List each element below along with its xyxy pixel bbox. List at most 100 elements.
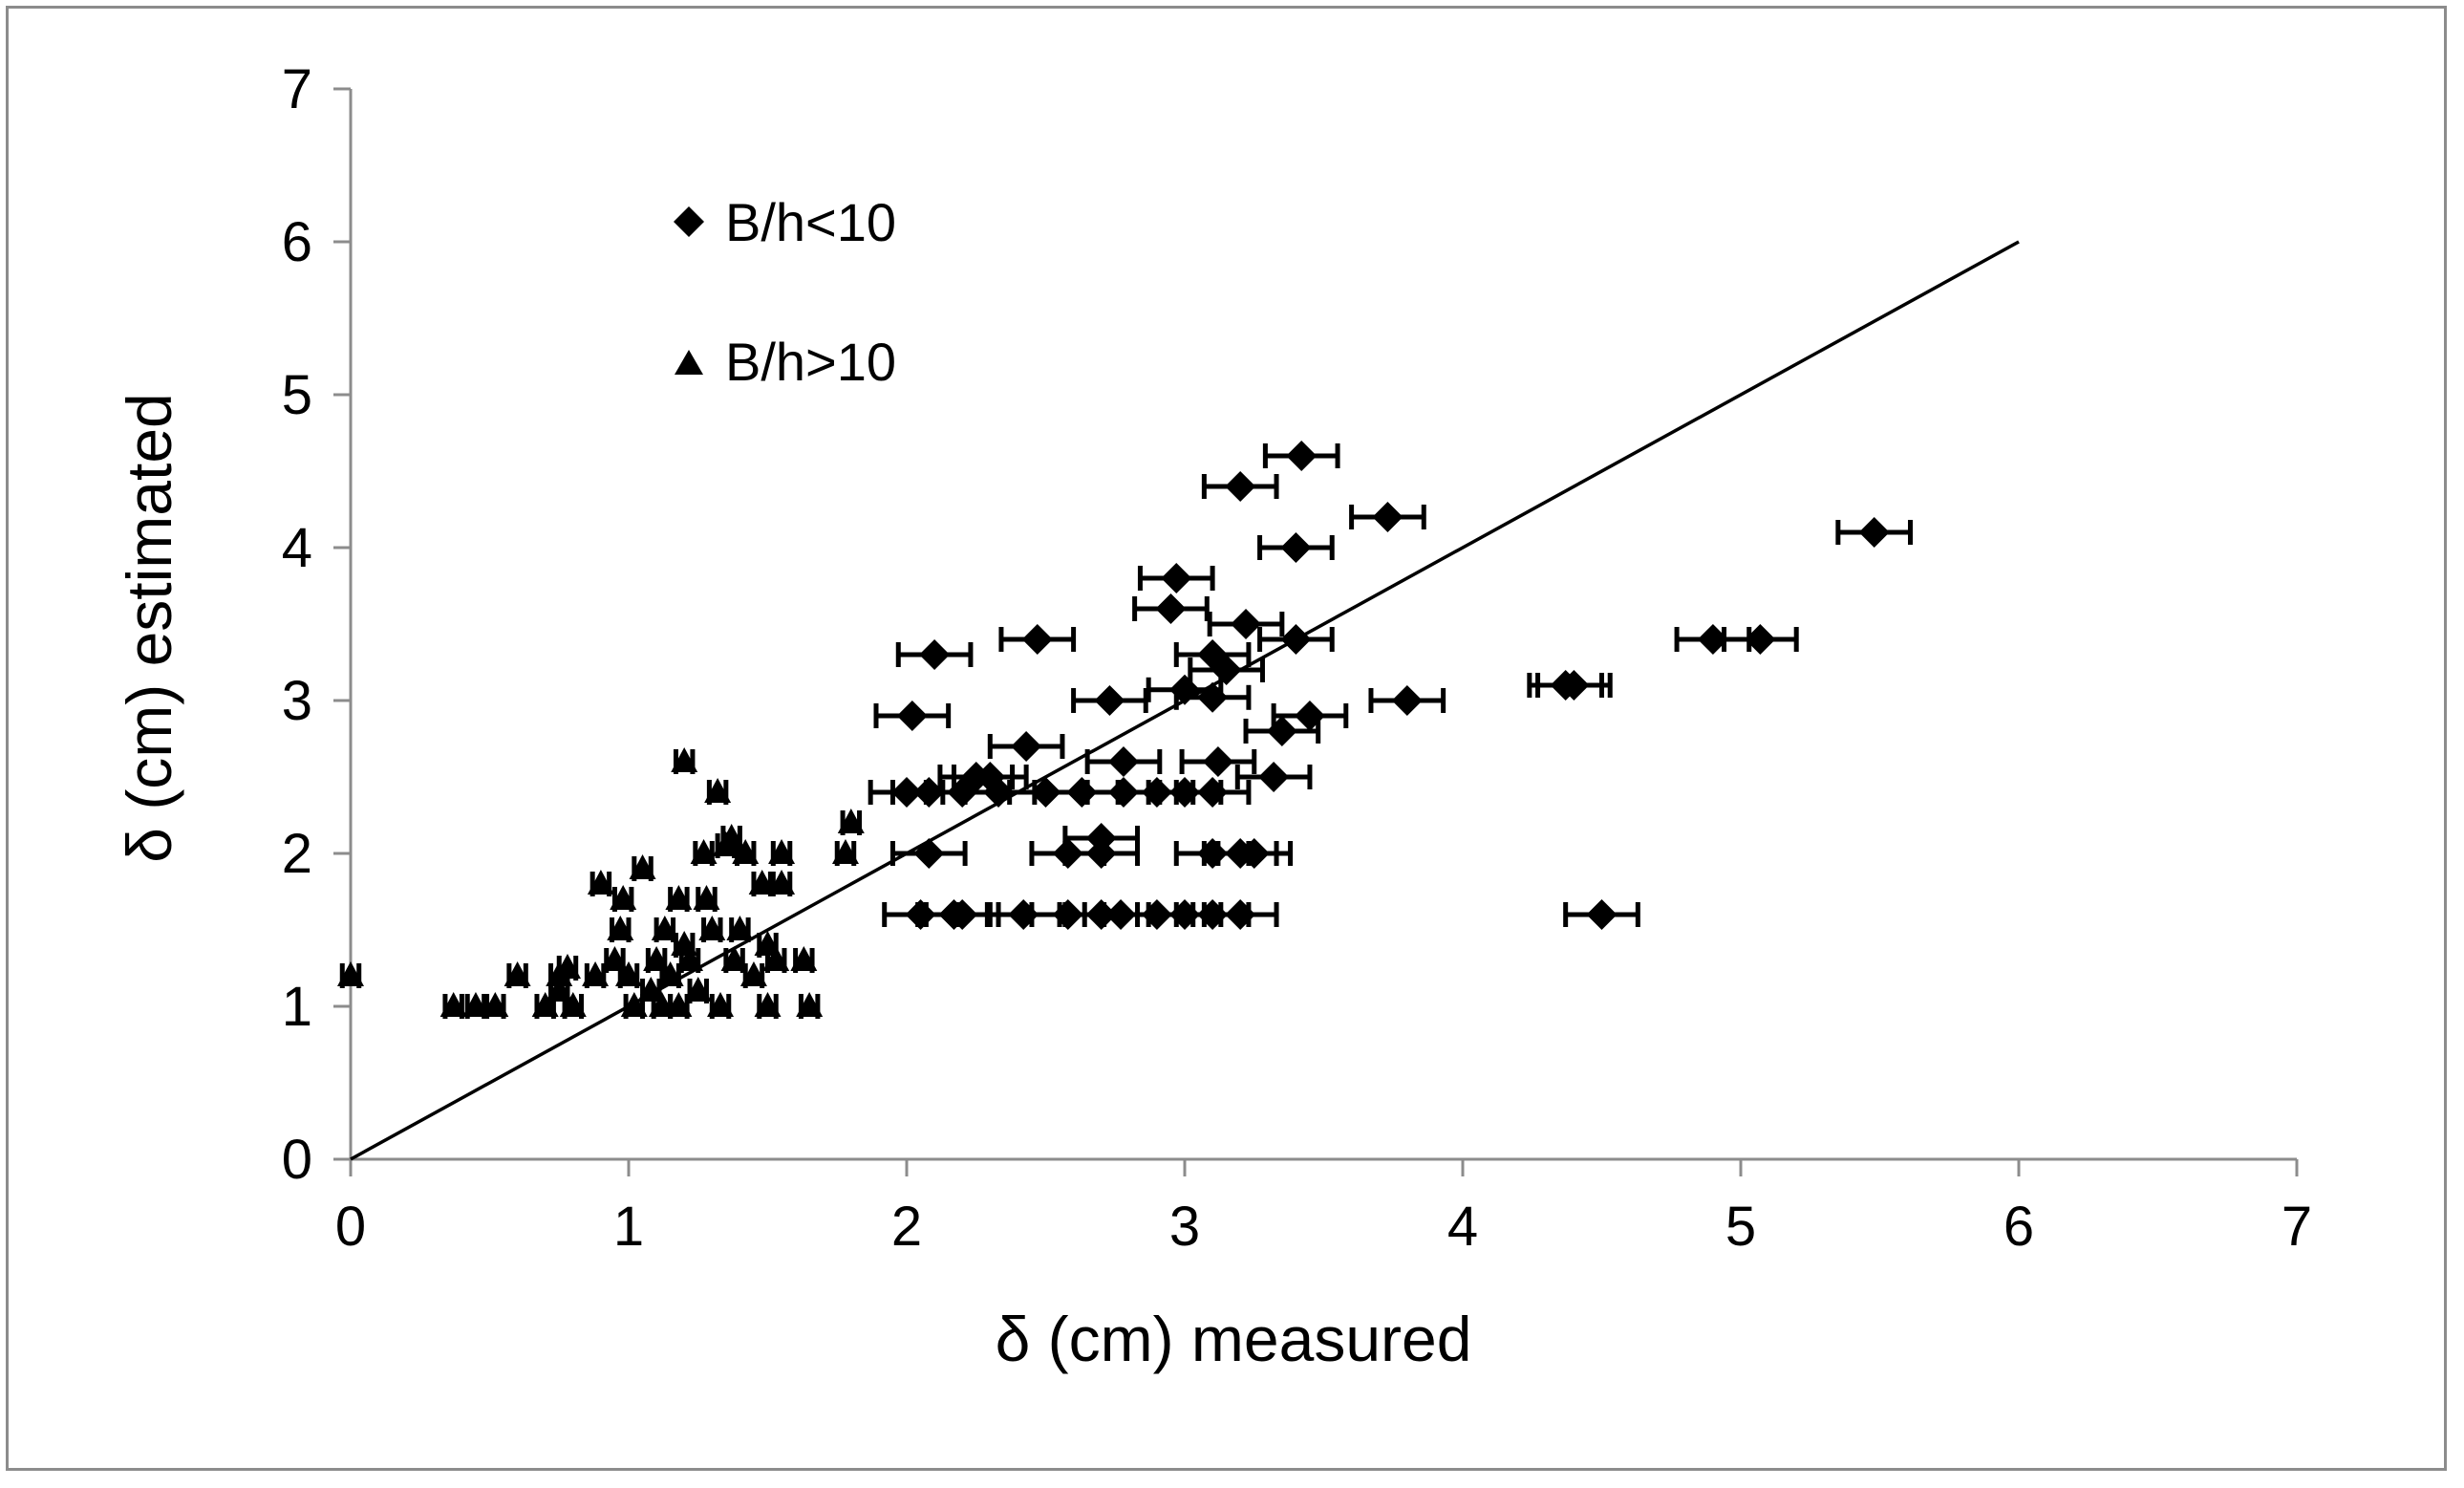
data-point-triangle [707, 992, 735, 1017]
data-point-diamond [1286, 441, 1318, 471]
data-point-triangle [559, 992, 587, 1017]
scatter-chart: 0 1 2 3 4 5 6 7 0 1 2 3 4 5 6 7 B/h<10 B/h>10 δ (cm) me… [114, 58, 2312, 1374]
y-tick-label: 6 [282, 211, 312, 273]
data-point-triangle [720, 946, 748, 971]
x-tick-label: 7 [2282, 1196, 2312, 1258]
data-point-diamond [1745, 624, 1776, 655]
legend-label-series-1: B/h<10 [725, 192, 896, 252]
data-point-diamond [1225, 899, 1256, 930]
data-point-triangle [610, 885, 637, 910]
data-point-triangle [837, 809, 865, 833]
data-point-diamond [1697, 624, 1728, 655]
data-point-triangle [796, 992, 824, 1017]
data-point-triangle [762, 946, 790, 971]
data-point-diamond [1225, 471, 1256, 502]
data-point-triangle [582, 961, 610, 986]
y-tick-label: 2 [282, 823, 312, 885]
data-point-triangle [553, 954, 581, 979]
data-point-diamond [947, 899, 978, 930]
x-tick-label: 4 [1447, 1196, 1478, 1258]
data-point-triangle [461, 992, 489, 1017]
data-point-diamond [1280, 624, 1312, 655]
data-point-diamond [983, 777, 1015, 808]
y-tick-label: 3 [282, 670, 312, 732]
data-point-triangle [620, 992, 648, 1017]
x-tick-label: 1 [613, 1196, 644, 1258]
data-point-diamond [896, 701, 928, 731]
data-point-diamond [1021, 624, 1053, 655]
data-point-triangle [684, 977, 712, 1002]
legend: B/h<10 B/h>10 [674, 192, 896, 392]
data-point-triangle [615, 961, 642, 986]
data-point-triangle [665, 992, 693, 1017]
data-point-diamond [1231, 609, 1262, 639]
y-axis-title: δ (cm) estimated [114, 393, 184, 863]
data-point-diamond [1266, 716, 1297, 746]
legend-label-series-2: B/h>10 [725, 332, 896, 392]
x-axis-title: δ (cm) measured [996, 1304, 1472, 1374]
data-point-diamond [1107, 746, 1139, 777]
data-point-triangle [704, 778, 732, 803]
data-point-triangle [676, 946, 704, 971]
data-point-diamond [919, 639, 951, 670]
data-point-diamond [1161, 563, 1192, 593]
data-point-diamond [1586, 899, 1618, 930]
chart-frame: 0 1 2 3 4 5 6 7 0 1 2 3 4 5 6 7 B/h<10 B/h>10 δ (cm) me… [6, 6, 2447, 1471]
data-point-diamond [1085, 838, 1117, 869]
y-tick-label: 1 [282, 976, 312, 1038]
data-point-diamond [1238, 838, 1270, 869]
data-point-diamond [1258, 762, 1290, 792]
legend-marker-triangle [675, 350, 703, 375]
axes: 0 1 2 3 4 5 6 7 0 1 2 3 4 5 6 7 [282, 58, 2312, 1258]
y-tick-label: 5 [282, 364, 312, 426]
data-point-diamond [1197, 681, 1229, 713]
data-point-diamond [1372, 502, 1403, 532]
data-point-diamond [1011, 731, 1042, 762]
series-1-points [868, 441, 1914, 930]
data-point-triangle [607, 916, 634, 940]
data-point-triangle [768, 870, 796, 895]
data-point-diamond [1391, 685, 1423, 716]
x-tick-label: 0 [335, 1196, 366, 1258]
data-point-triangle [482, 992, 509, 1017]
y-tick-label: 4 [282, 517, 312, 579]
data-point-triangle [665, 885, 693, 910]
data-point-triangle [587, 870, 614, 895]
data-point-triangle [651, 916, 678, 940]
data-point-triangle [690, 839, 718, 864]
data-point-diamond [1280, 532, 1312, 563]
data-point-triangle [531, 992, 559, 1017]
data-point-triangle [698, 916, 726, 940]
data-point-triangle [831, 839, 859, 864]
data-point-triangle [439, 992, 467, 1017]
data-point-triangle [656, 961, 684, 986]
data-point-diamond [913, 838, 945, 869]
data-point-diamond [1202, 746, 1233, 777]
x-tick-label: 5 [1725, 1196, 1756, 1258]
data-point-triangle [768, 839, 796, 864]
data-point-diamond [1558, 670, 1590, 701]
legend-marker-diamond [674, 206, 704, 237]
x-tick-label: 6 [2003, 1196, 2034, 1258]
data-point-triangle [337, 961, 364, 986]
y-tick-label: 0 [282, 1129, 312, 1191]
data-point-diamond [1155, 593, 1187, 624]
data-point-triangle [637, 977, 665, 1002]
data-point-triangle [671, 747, 698, 772]
data-point-diamond [1094, 685, 1125, 716]
data-point-triangle [790, 946, 818, 971]
x-tick-label: 3 [1169, 1196, 1200, 1258]
data-points-layer [337, 441, 1914, 1019]
data-point-diamond [1197, 777, 1229, 808]
data-point-triangle [754, 992, 782, 1017]
data-point-triangle [726, 916, 754, 940]
x-tick-label: 2 [891, 1196, 922, 1258]
data-point-triangle [693, 885, 720, 910]
data-point-diamond [1858, 517, 1890, 548]
data-point-triangle [748, 870, 776, 895]
data-point-triangle [504, 961, 531, 986]
data-point-triangle [739, 961, 767, 986]
data-point-triangle [732, 839, 760, 864]
data-point-triangle [629, 854, 656, 879]
y-tick-label: 7 [282, 58, 312, 120]
